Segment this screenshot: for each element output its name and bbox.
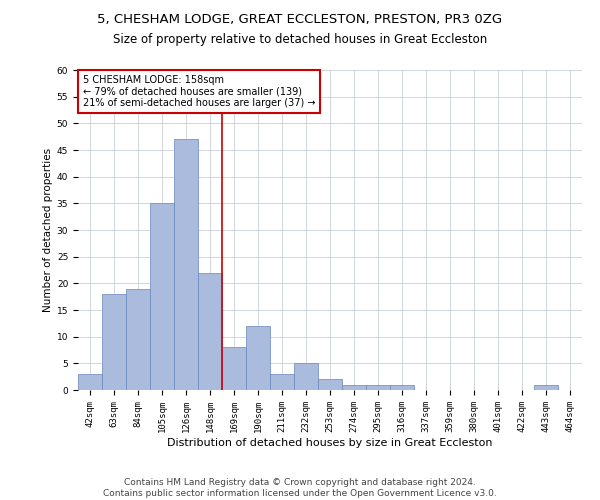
Text: 5, CHESHAM LODGE, GREAT ECCLESTON, PRESTON, PR3 0ZG: 5, CHESHAM LODGE, GREAT ECCLESTON, PREST… [97,12,503,26]
X-axis label: Distribution of detached houses by size in Great Eccleston: Distribution of detached houses by size … [167,438,493,448]
Bar [222,348,246,390]
Y-axis label: Number of detached properties: Number of detached properties [43,148,53,312]
Bar [78,374,102,390]
Bar [390,384,414,390]
Bar [102,294,126,390]
Bar [246,326,270,390]
Bar [198,272,222,390]
Bar [534,384,558,390]
Bar [342,384,366,390]
Bar [318,380,342,390]
Text: 5 CHESHAM LODGE: 158sqm
← 79% of detached houses are smaller (139)
21% of semi-d: 5 CHESHAM LODGE: 158sqm ← 79% of detache… [83,75,316,108]
Bar [150,204,174,390]
Bar [174,140,198,390]
Bar [126,288,150,390]
Text: Contains HM Land Registry data © Crown copyright and database right 2024.
Contai: Contains HM Land Registry data © Crown c… [103,478,497,498]
Bar [294,364,318,390]
Text: Size of property relative to detached houses in Great Eccleston: Size of property relative to detached ho… [113,32,487,46]
Bar [366,384,390,390]
Bar [270,374,294,390]
